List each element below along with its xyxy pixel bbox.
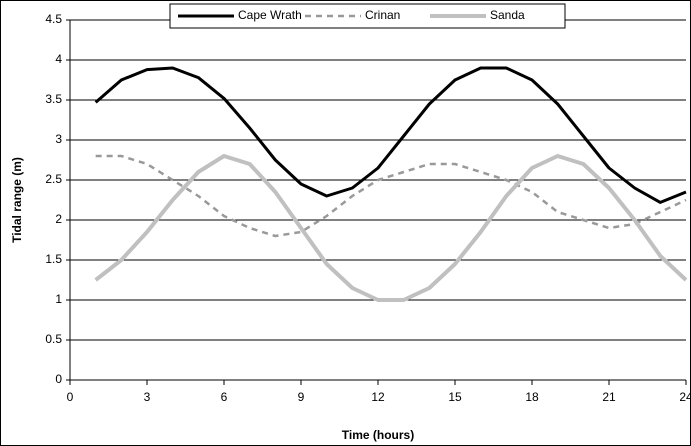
x-tick-label: 21 bbox=[602, 390, 616, 404]
y-tick-label: 3.5 bbox=[45, 92, 62, 106]
series-line bbox=[95, 154, 687, 238]
y-tick-label: 1 bbox=[55, 292, 62, 306]
series-line bbox=[94, 154, 688, 302]
x-tick-label: 9 bbox=[298, 390, 305, 404]
x-tick-label: 18 bbox=[525, 390, 539, 404]
y-tick-label: 1.5 bbox=[45, 252, 62, 266]
legend-label: Cape Wrath bbox=[238, 8, 302, 22]
x-tick-label: 15 bbox=[448, 390, 462, 404]
x-tick-label: 6 bbox=[221, 390, 228, 404]
y-tick-label: 4 bbox=[55, 52, 62, 66]
y-tick-label: 2 bbox=[55, 212, 62, 226]
y-tick-label: 4.5 bbox=[45, 12, 62, 26]
y-tick-label: 3 bbox=[55, 132, 62, 146]
series-line bbox=[94, 66, 687, 204]
y-tick-label: 0.5 bbox=[45, 332, 62, 346]
y-axis-label: Tidal range (m) bbox=[10, 157, 24, 243]
x-tick-label: 0 bbox=[67, 390, 74, 404]
y-tick-label: 2.5 bbox=[45, 172, 62, 186]
x-tick-label: 3 bbox=[144, 390, 151, 404]
x-tick-label: 12 bbox=[371, 390, 385, 404]
y-tick-label: 0 bbox=[55, 372, 62, 386]
x-tick-label: 24 bbox=[679, 390, 691, 404]
legend-box bbox=[169, 3, 566, 29]
x-axis-label: Time (hours) bbox=[342, 428, 414, 442]
legend-label: Crinan bbox=[365, 8, 400, 22]
legend-label: Sanda bbox=[490, 8, 525, 22]
